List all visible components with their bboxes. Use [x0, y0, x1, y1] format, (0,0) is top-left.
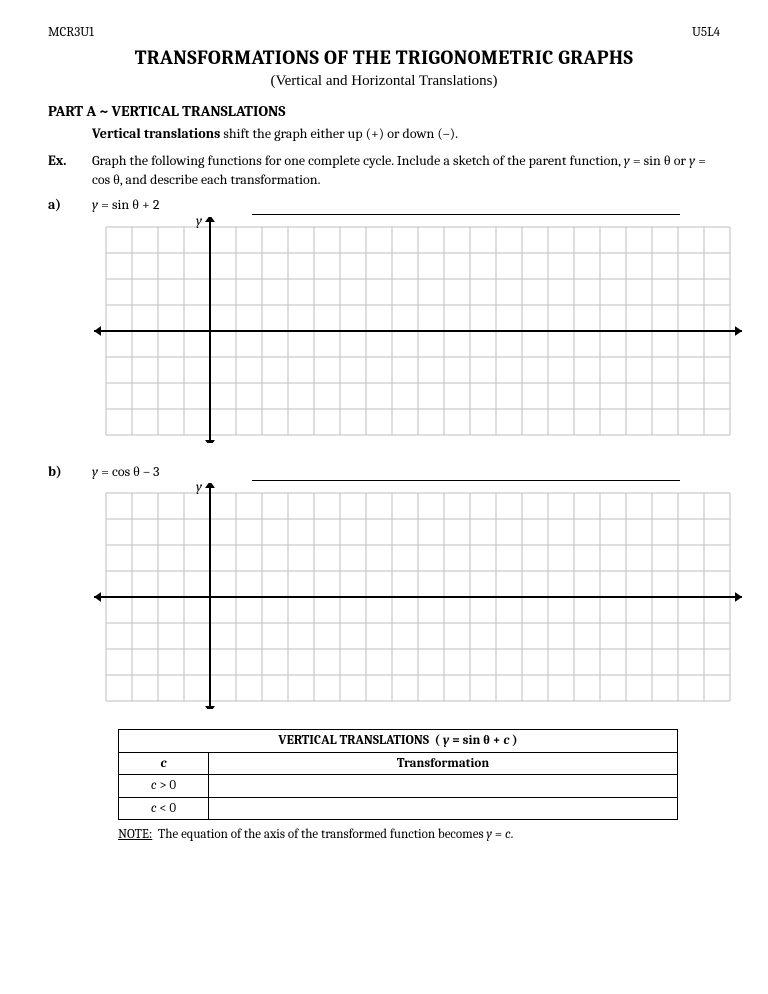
table-row1-c: c > 0 — [119, 775, 209, 798]
table-row2-transformation — [209, 797, 678, 820]
intro-text: Vertical translations shift the graph ei… — [92, 125, 720, 144]
item-b-equation: y = cos θ – 3 — [92, 463, 252, 482]
example-label: Ex. — [48, 152, 92, 190]
chart-a: yθ — [92, 217, 720, 449]
unit-code: U5L4 — [692, 24, 720, 42]
item-a-blank-line — [252, 199, 680, 215]
chart-b: yθ — [92, 483, 720, 715]
table-col2-header: Transformation — [209, 752, 678, 775]
page-title: TRANSFORMATIONS OF THE TRIGONOMETRIC GRA… — [48, 44, 720, 71]
item-a-equation: y = sin θ + 2 — [92, 196, 252, 215]
intro-bold: Vertical translations — [92, 125, 220, 142]
table-row1-transformation — [209, 775, 678, 798]
note-text: NOTE: The equation of the axis of the tr… — [118, 826, 720, 844]
svg-text:y: y — [196, 483, 203, 495]
example-text: Graph the following functions for one co… — [92, 152, 720, 190]
note-label: NOTE: — [118, 827, 152, 842]
intro-rest: shift the graph either up (+) or down (–… — [220, 125, 458, 142]
svg-text:y: y — [196, 217, 203, 229]
table-row2-c: c < 0 — [119, 797, 209, 820]
part-a-heading: PART A ~ VERTICAL TRANSLATIONS — [48, 101, 720, 121]
table-title: VERTICAL TRANSLATIONS ( y = sin θ + c ) — [119, 730, 678, 753]
page-subtitle: (Vertical and Horizontal Translations) — [48, 71, 720, 91]
course-code: MCR3U1 — [48, 24, 94, 42]
table-col1-header: c — [119, 752, 209, 775]
item-a-label: a) — [48, 196, 92, 215]
translations-table: VERTICAL TRANSLATIONS ( y = sin θ + c ) … — [118, 729, 678, 820]
item-b-label: b) — [48, 463, 92, 482]
item-b-blank-line — [252, 465, 680, 481]
